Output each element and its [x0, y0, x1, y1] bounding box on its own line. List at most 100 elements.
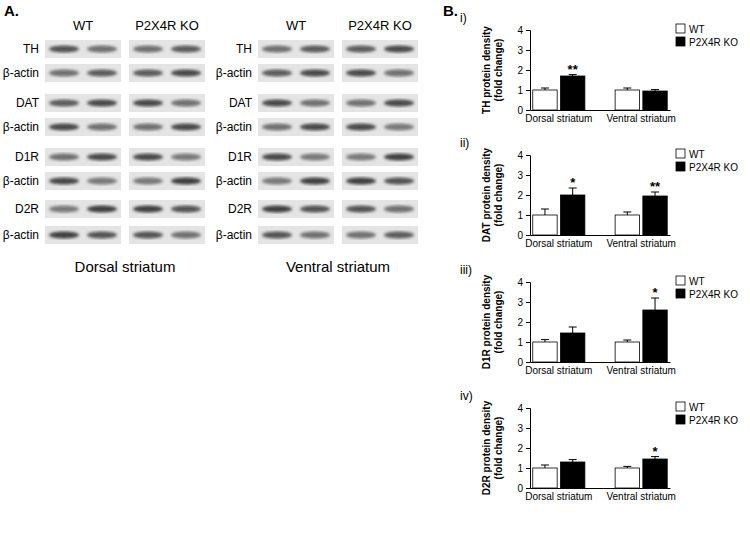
legend-label: WT	[689, 24, 705, 35]
blot-band	[49, 206, 79, 213]
blot-row-label: D2R	[15, 202, 39, 216]
chart: 01234Dorsal striatumVentral striatumi)TH…	[460, 11, 738, 124]
blot-strip	[129, 148, 205, 166]
blot-strip	[258, 200, 334, 218]
bar	[533, 342, 557, 362]
legend-swatch	[676, 37, 685, 46]
blot-strip	[45, 226, 121, 244]
x-tick: Ventral striatum	[606, 362, 675, 376]
error-bar-cap	[623, 212, 631, 213]
y-axis-title: (fold change)	[493, 417, 504, 480]
blot-band	[262, 178, 292, 185]
blot-strip	[342, 40, 418, 58]
error-bar	[623, 466, 631, 468]
legend: WTP2X4R KO	[676, 402, 738, 426]
x-tick: Dorsal striatum	[525, 362, 592, 376]
bar	[533, 215, 557, 235]
y-axis: 01234	[517, 403, 530, 494]
blot-band	[171, 178, 201, 185]
tick-label: Dorsal striatum	[525, 365, 592, 376]
legend-swatch	[676, 289, 685, 298]
chart-title: ii)	[460, 136, 469, 150]
tick-label: Dorsal striatum	[525, 113, 592, 124]
blot-band	[346, 70, 376, 77]
blot-band	[171, 206, 201, 213]
error-bar-cap	[623, 340, 631, 341]
tick-mark	[526, 302, 530, 303]
chart: 01234Dorsal striatumVentral striatumii)D…	[460, 136, 738, 249]
blot-band	[133, 70, 163, 77]
blot-strip	[342, 200, 418, 218]
error-bar	[541, 209, 549, 215]
tick-label: 2	[517, 443, 523, 454]
tick-label: 4	[517, 277, 523, 288]
blot-band	[384, 46, 414, 53]
bar	[560, 462, 584, 488]
y-axis: 01234	[517, 150, 530, 241]
blot-row-label: β-actin	[3, 174, 39, 188]
chart: 01234Dorsal striatumVentral striatumiv)D…	[460, 389, 738, 502]
blot-band	[346, 178, 376, 185]
blot-strip	[342, 226, 418, 244]
blot-strip	[258, 40, 334, 58]
blot-band	[133, 154, 163, 161]
legend-label: WT	[689, 149, 705, 160]
y-tick: 4	[517, 150, 530, 161]
error-bar	[623, 340, 631, 342]
bar	[615, 90, 639, 110]
tick-label: 1	[517, 463, 523, 474]
blot-strip	[258, 172, 334, 190]
blot-band	[49, 46, 79, 53]
tick-label: 2	[517, 65, 523, 76]
blot-band	[300, 178, 330, 185]
blot-row-label: β-actin	[3, 120, 39, 134]
blot-band	[171, 46, 201, 53]
blot-row-label: TH	[236, 42, 252, 56]
tick-label: 1	[517, 337, 523, 348]
legend-swatch	[676, 415, 685, 424]
error-bar-stem	[544, 209, 545, 215]
tick-mark	[526, 408, 530, 409]
y-tick: 1	[517, 85, 530, 96]
blot-band	[346, 100, 376, 107]
lane-group-label: WT	[286, 18, 306, 33]
blot-panel-title: Ventral striatum	[286, 258, 390, 275]
tick-mark	[526, 195, 530, 196]
blot-row-label: β-actin	[216, 228, 252, 242]
bar	[560, 76, 584, 110]
annotation: **	[650, 179, 661, 194]
bar	[533, 468, 557, 488]
blot-band	[49, 232, 79, 239]
blot-band	[346, 232, 376, 239]
tick-mark	[526, 448, 530, 449]
axis-line	[526, 409, 531, 489]
blot-row-label: β-actin	[216, 66, 252, 80]
tick-label: 0	[517, 230, 523, 241]
blot-row-label: β-actin	[216, 120, 252, 134]
blot-band	[384, 70, 414, 77]
tick-label: 0	[517, 105, 523, 116]
plot-area	[533, 457, 667, 488]
blot-strip	[129, 64, 205, 82]
tick-label: Ventral striatum	[606, 238, 675, 249]
axis-line	[526, 283, 531, 363]
tick-label: 3	[517, 45, 523, 56]
bar	[643, 310, 667, 362]
legend-label: P2X4R KO	[689, 162, 738, 173]
x-tick: Ventral striatum	[606, 110, 675, 124]
bar	[643, 459, 667, 488]
error-bar-cap	[651, 89, 659, 90]
blot-band	[87, 124, 117, 131]
error-bar	[541, 88, 549, 90]
blot-row-label: D2R	[228, 202, 252, 216]
annotation: *	[653, 444, 659, 459]
x-tick: Ventral striatum	[606, 235, 675, 249]
blot-band	[346, 124, 376, 131]
y-axis-title: D1R protein density	[481, 274, 492, 369]
blot-band	[262, 232, 292, 239]
tick-mark	[526, 30, 530, 31]
x-tick: Dorsal striatum	[525, 488, 592, 502]
blot-strip	[129, 118, 205, 136]
tick-mark	[526, 428, 530, 429]
blot-band	[87, 46, 117, 53]
